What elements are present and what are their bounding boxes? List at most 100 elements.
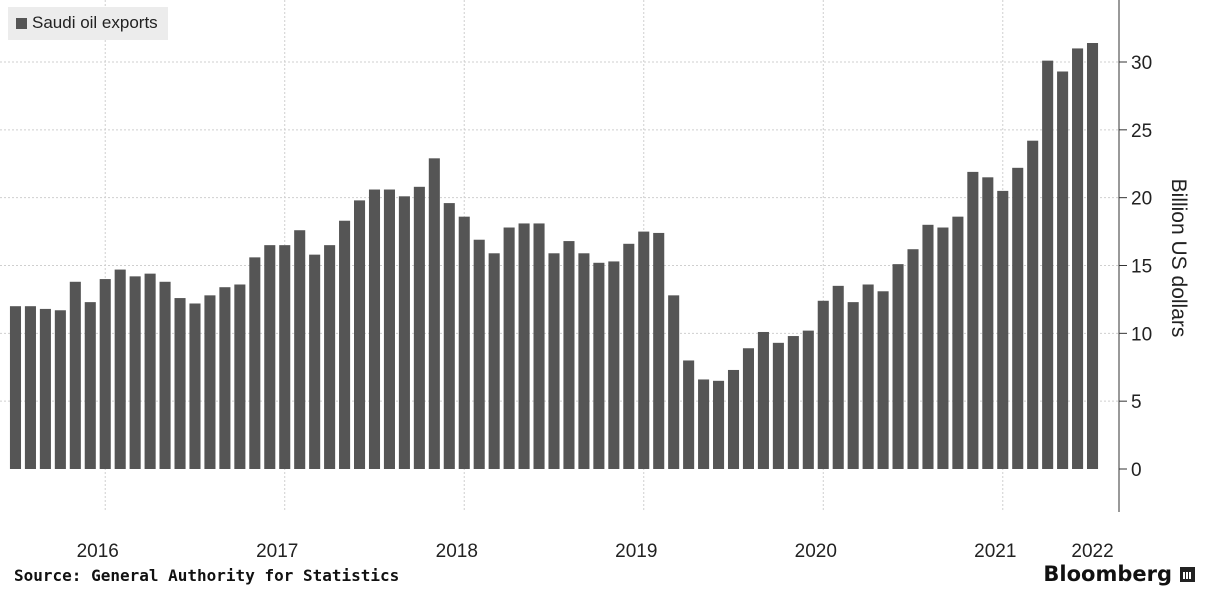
bar (413, 186, 425, 469)
y-tick-label: 15 (1131, 257, 1152, 278)
bar (802, 330, 814, 469)
bar (309, 254, 321, 469)
bar (1042, 60, 1054, 469)
bar (458, 216, 470, 469)
bar (339, 220, 351, 469)
bar (189, 303, 201, 469)
bar (967, 171, 979, 469)
bar (249, 257, 261, 469)
bar (937, 227, 949, 469)
bar (578, 253, 590, 469)
bar (877, 291, 889, 469)
bar (368, 189, 381, 469)
bar (204, 295, 216, 469)
bloomberg-terminal-icon (1180, 566, 1195, 582)
bar (353, 200, 366, 469)
bar (563, 241, 575, 469)
bar (847, 302, 859, 469)
bar (129, 276, 141, 469)
bar (787, 336, 799, 469)
y-tick-label: 0 (1131, 460, 1142, 481)
bar (518, 223, 530, 469)
y-tick-label: 5 (1131, 392, 1142, 413)
bar (683, 360, 695, 469)
x-tick-label: 2021 (974, 541, 1016, 562)
x-tick-label: 2018 (436, 541, 478, 562)
bar (757, 331, 769, 469)
bar (473, 239, 485, 469)
bar (1027, 140, 1039, 470)
x-axis-labels: 2016 2017 2018 2019 2020 2021 2022 (77, 541, 1114, 562)
bar (398, 196, 410, 469)
bar (668, 295, 680, 469)
bar (159, 281, 171, 469)
bar (713, 380, 725, 469)
bar (1086, 43, 1099, 470)
bar (892, 264, 904, 469)
bar (84, 302, 96, 469)
bar (54, 310, 66, 469)
x-tick-label: 2016 (77, 541, 119, 562)
bar (1057, 71, 1069, 469)
brand-name: Bloomberg (1043, 562, 1172, 586)
x-tick-label: 2022 (1071, 541, 1113, 562)
y-tick-label: 25 (1131, 121, 1152, 142)
source-note: Source: General Authority for Statistics (14, 566, 400, 585)
bar (638, 231, 650, 469)
bar (443, 203, 455, 470)
bar (39, 308, 51, 469)
brand-logo: Bloomberg (1043, 562, 1195, 586)
bar (653, 232, 665, 469)
bar (219, 287, 231, 469)
bar (9, 306, 22, 469)
y-tick-label: 20 (1131, 189, 1152, 210)
y-tick-label: 30 (1131, 53, 1152, 74)
bar (234, 284, 246, 469)
bar (69, 281, 81, 469)
bar (727, 369, 740, 469)
bar (817, 300, 829, 469)
bar (907, 249, 919, 469)
bar (593, 262, 605, 469)
y-tick-label: 10 (1131, 324, 1152, 345)
y-axis-title: Billion US dollars (1167, 179, 1190, 338)
bar (114, 269, 126, 469)
x-tick-label: 2020 (795, 541, 837, 562)
bar (383, 189, 395, 469)
bar (533, 223, 545, 469)
bar (997, 190, 1009, 469)
x-tick-label: 2019 (615, 541, 657, 562)
bar (1012, 167, 1024, 469)
y-axis: 0 5 10 15 20 25 30 (1118, 0, 1152, 512)
bar (742, 348, 755, 469)
bar (144, 273, 156, 469)
bar (832, 285, 844, 469)
bar (24, 306, 36, 469)
bar (862, 284, 874, 469)
bar (174, 298, 186, 469)
bar (952, 216, 964, 469)
legend-swatch (16, 17, 27, 29)
bar (608, 261, 620, 469)
bar (1072, 48, 1084, 469)
bar (264, 245, 276, 469)
bar (623, 243, 635, 469)
bar (698, 379, 710, 469)
bar (548, 253, 560, 469)
legend-label: Saudi oil exports (32, 13, 158, 32)
bar (324, 245, 336, 469)
bar (772, 342, 784, 469)
bar (982, 177, 994, 470)
bar (279, 245, 291, 469)
bar (503, 227, 515, 469)
bar (428, 158, 440, 469)
bar (294, 230, 306, 469)
bar (922, 224, 934, 469)
bars (9, 43, 1099, 470)
bar (99, 279, 111, 469)
x-tick-label: 2017 (256, 541, 298, 562)
legend: Saudi oil exports (8, 7, 168, 40)
bar (488, 253, 500, 469)
